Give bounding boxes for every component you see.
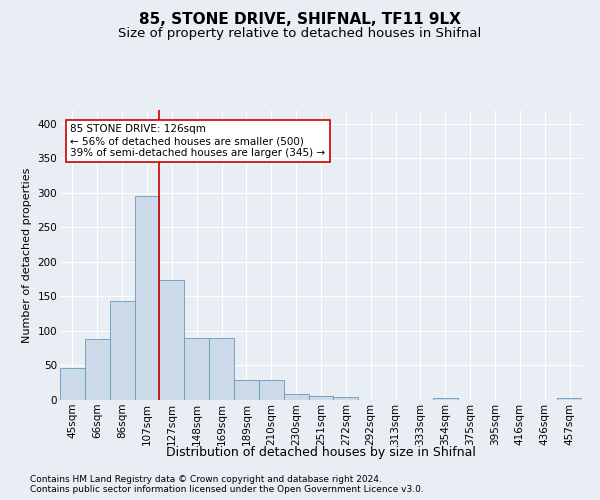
Y-axis label: Number of detached properties: Number of detached properties [22, 168, 32, 342]
Text: 85 STONE DRIVE: 126sqm
← 56% of detached houses are smaller (500)
39% of semi-de: 85 STONE DRIVE: 126sqm ← 56% of detached… [70, 124, 326, 158]
Bar [85, 339, 110, 400]
Bar [184, 338, 209, 400]
Text: Contains HM Land Registry data © Crown copyright and database right 2024.: Contains HM Land Registry data © Crown c… [30, 476, 382, 484]
Bar [433, 398, 458, 400]
Bar [259, 380, 284, 400]
Bar [134, 196, 160, 400]
Text: 85, STONE DRIVE, SHIFNAL, TF11 9LX: 85, STONE DRIVE, SHIFNAL, TF11 9LX [139, 12, 461, 28]
Bar [557, 398, 582, 400]
Bar [284, 394, 308, 400]
Bar [209, 338, 234, 400]
Text: Contains public sector information licensed under the Open Government Licence v3: Contains public sector information licen… [30, 486, 424, 494]
Text: Size of property relative to detached houses in Shifnal: Size of property relative to detached ho… [118, 28, 482, 40]
Bar [110, 302, 134, 400]
Bar [60, 368, 85, 400]
Bar [160, 280, 184, 400]
Bar [334, 397, 358, 400]
Bar [308, 396, 334, 400]
Text: Distribution of detached houses by size in Shifnal: Distribution of detached houses by size … [166, 446, 476, 459]
Bar [234, 380, 259, 400]
